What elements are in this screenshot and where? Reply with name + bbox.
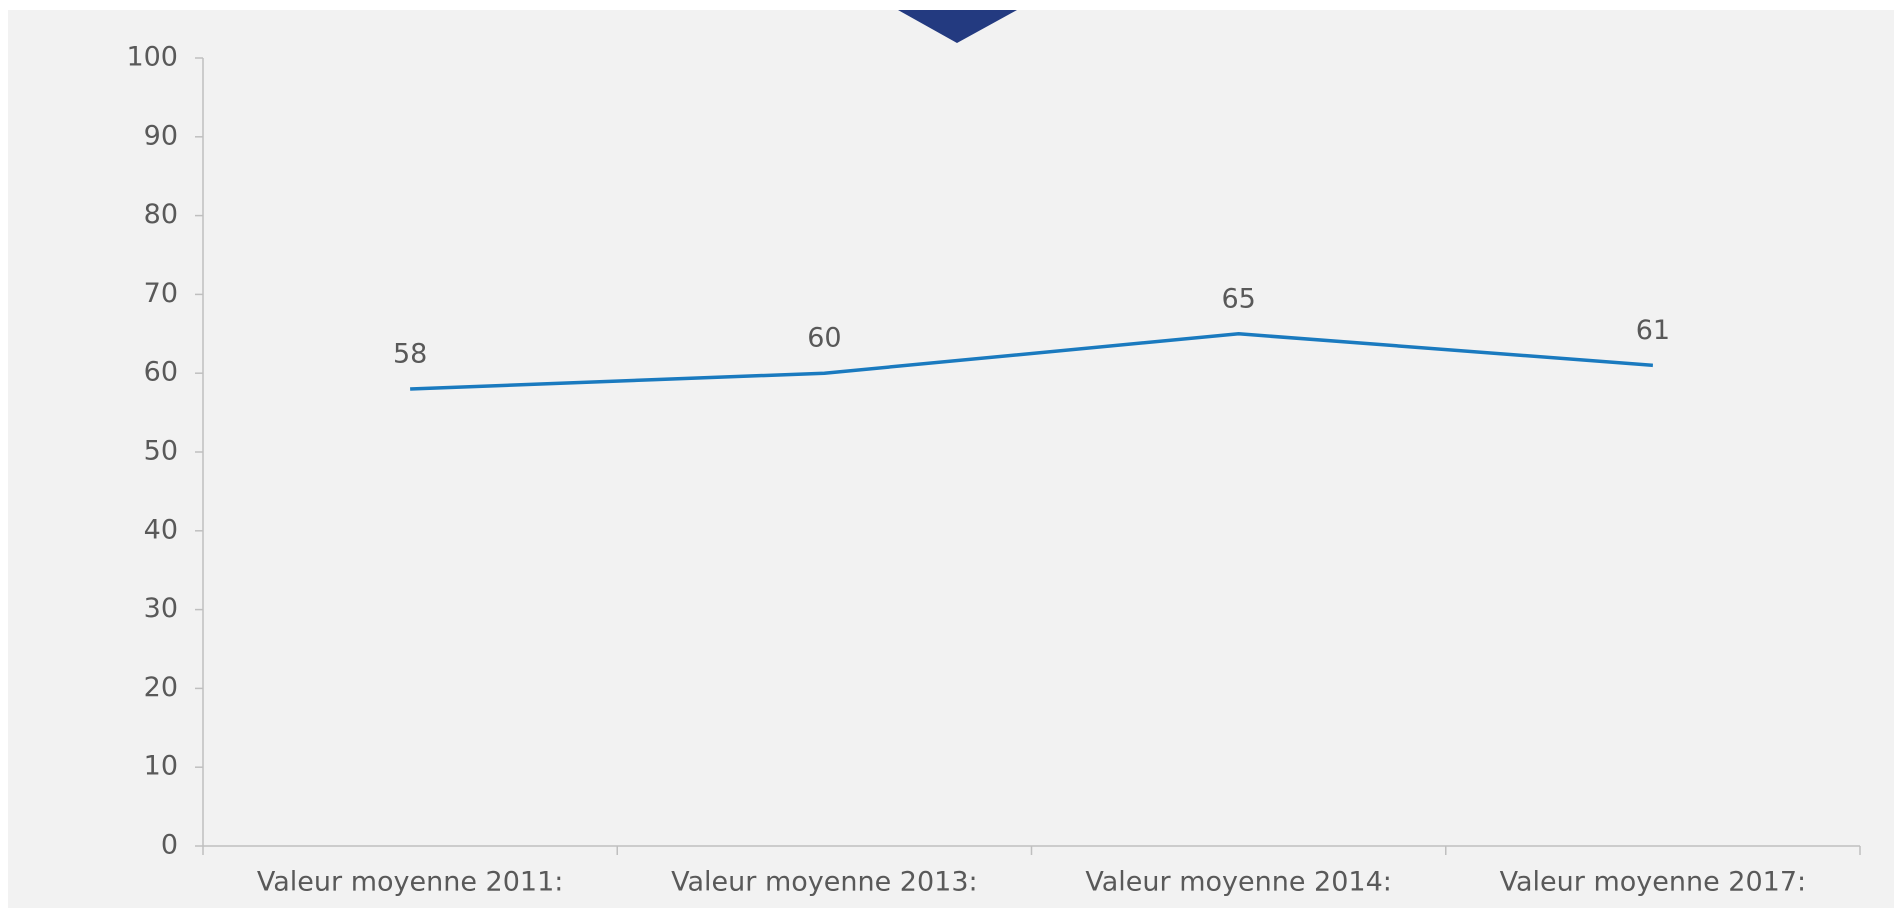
x-tick-label: Valeur moyenne 2011:	[257, 867, 563, 898]
y-tick-label: 20	[144, 672, 178, 703]
y-tick-label: 40	[144, 514, 178, 545]
data-label: 58	[393, 338, 427, 369]
x-tick-label: Valeur moyenne 2014:	[1085, 867, 1391, 898]
y-tick-label: 10	[144, 751, 178, 782]
y-tick-label: 30	[144, 593, 178, 624]
y-tick-label: 70	[144, 278, 178, 309]
pointer-marker	[898, 10, 1017, 43]
data-label: 61	[1636, 315, 1670, 346]
y-tick-label: 90	[144, 120, 178, 151]
data-label: 65	[1221, 283, 1255, 314]
y-tick-label: 60	[144, 357, 178, 388]
line-series	[410, 332, 1654, 391]
y-tick-label: 50	[144, 436, 178, 467]
x-tick-label: Valeur moyenne 2017:	[1500, 867, 1806, 898]
data-label: 60	[807, 323, 841, 354]
y-tick-label: 80	[144, 199, 178, 230]
y-tick-label: 0	[161, 830, 178, 861]
y-tick-label: 100	[126, 42, 178, 73]
chart-background	[8, 10, 1894, 908]
x-tick-label: Valeur moyenne 2013:	[671, 867, 977, 898]
